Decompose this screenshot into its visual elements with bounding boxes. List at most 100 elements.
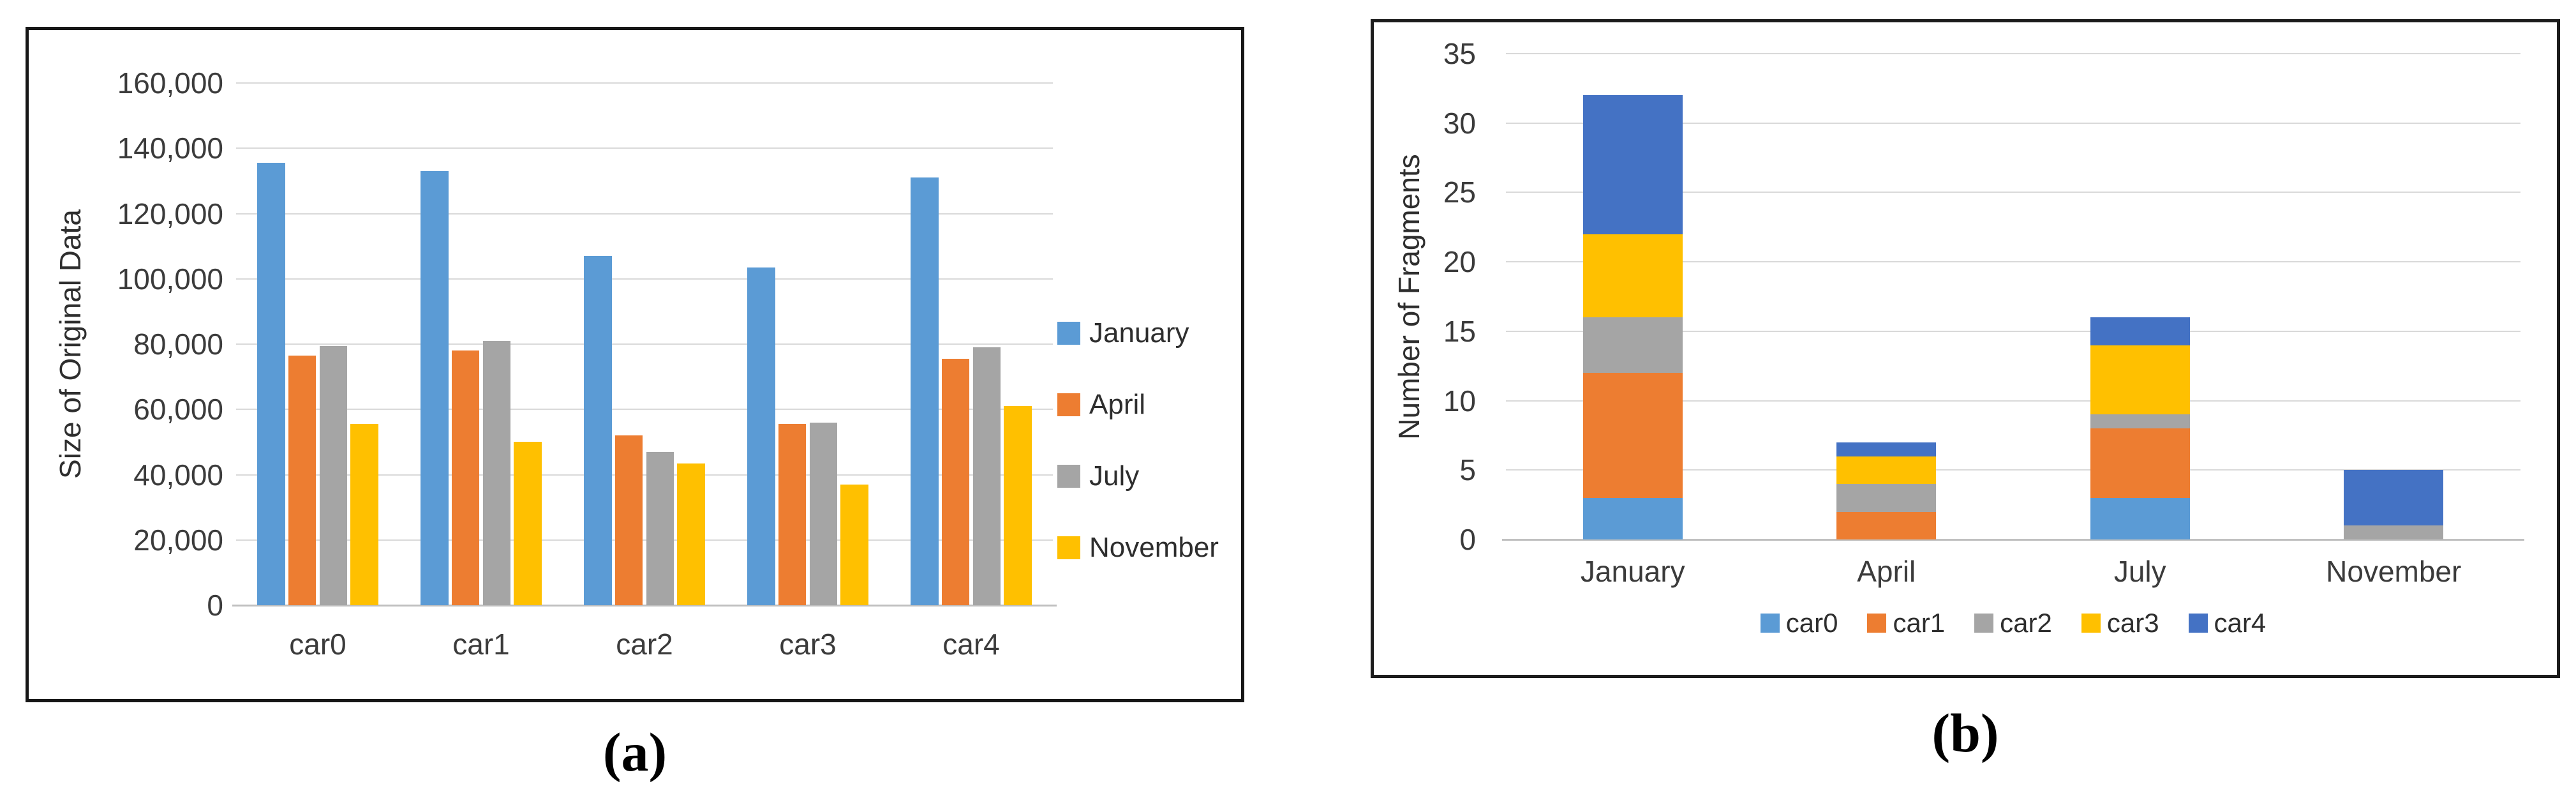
segment-car2-april (1836, 484, 1937, 512)
gridline-5 (1506, 469, 2520, 471)
chart-b-panel: Number of Fragments 0 5 10 15 20 25 30 35 Janua… (1371, 19, 2560, 678)
gridline-30 (1506, 122, 2520, 124)
bar-april-car2 (614, 435, 643, 605)
legend-item-car4: car4 (2188, 608, 2267, 638)
bar-april-car0 (288, 355, 316, 605)
y-tick-label: 40,000 (133, 458, 223, 492)
segment-car4-july (2090, 317, 2190, 345)
segment-car4-november (2344, 470, 2444, 526)
y-tick-label: 120,000 (117, 197, 223, 230)
bar-july-car1 (482, 340, 511, 605)
bar-january-car3 (747, 267, 775, 605)
bar-november-car1 (514, 442, 542, 605)
gridline-20,000 (236, 539, 1053, 541)
gridline-120,000 (236, 213, 1053, 215)
x-axis-line (1502, 539, 2524, 541)
gridline-20 (1506, 261, 2520, 263)
legend-label: car4 (2214, 608, 2267, 638)
gridline-160,000 (236, 82, 1053, 84)
chart-a-plot-area (232, 82, 1057, 606)
legend-item-car2: car2 (1974, 608, 2052, 638)
bar-july-car3 (809, 422, 838, 605)
gridline-35 (1506, 53, 2520, 54)
y-tick-label: 60,000 (133, 393, 223, 426)
legend-label: car3 (2106, 608, 2159, 638)
gridline-140,000 (236, 147, 1053, 149)
legend-label: car2 (2000, 608, 2052, 638)
bar-january-car1 (421, 171, 449, 605)
segment-car4-january (1582, 95, 1683, 234)
legend-label: April (1089, 389, 1146, 420)
segment-car2-july (2090, 414, 2190, 429)
y-tick-label: 100,000 (117, 262, 223, 296)
bar-november-car2 (677, 463, 705, 605)
bar-november-car3 (840, 484, 868, 605)
legend-item-november: November (1057, 532, 1219, 563)
x-axis-line (232, 605, 1057, 606)
y-tick-label: 10 (1443, 384, 1476, 418)
y-tick-label: 80,000 (133, 328, 223, 361)
segment-car1-january (1582, 373, 1683, 498)
gridline-100,000 (236, 278, 1053, 280)
y-tick-label: 140,000 (117, 132, 223, 165)
bar-july-car4 (972, 347, 1001, 605)
x-label-july: July (2113, 555, 2166, 588)
bar-april-car3 (778, 424, 807, 605)
legend-label: January (1089, 317, 1189, 349)
legend-label: car0 (1785, 608, 1838, 638)
bar-november-car4 (1004, 406, 1032, 605)
x-label-car0: car0 (289, 628, 346, 661)
segment-car1-july (2090, 428, 2190, 498)
bar-april-car4 (941, 359, 970, 605)
legend-swatch-car2 (1974, 614, 1994, 633)
legend-label: November (1089, 532, 1219, 563)
bar-january-car4 (911, 177, 939, 605)
legend-item-january: January (1057, 317, 1219, 349)
caption-a: (a) (602, 721, 667, 783)
bar-july-car0 (319, 345, 348, 605)
bar-april-car1 (451, 350, 480, 605)
chart-b-legend: car0 car1 car2 car3 car4 (1506, 608, 2520, 638)
gridline-80,000 (236, 343, 1053, 345)
legend-item-car3: car3 (2081, 608, 2159, 638)
gridline-40,000 (236, 474, 1053, 476)
legend-swatch-car0 (1760, 614, 1780, 633)
segment-car2-november (2344, 525, 2444, 539)
y-tick-label: 0 (1459, 523, 1476, 556)
legend-swatch-april (1057, 393, 1080, 416)
segment-car3-july (2090, 345, 2190, 415)
y-tick-label: 15 (1443, 314, 1476, 348)
segment-car4-april (1836, 442, 1937, 456)
gridline-25 (1506, 192, 2520, 193)
gridline-15 (1506, 330, 2520, 332)
segment-car3-january (1582, 234, 1683, 318)
legend-swatch-january (1057, 322, 1080, 345)
caption-b: (b) (1932, 702, 1999, 764)
bar-july-car2 (646, 451, 674, 605)
chart-a-panel: Size of Original Data 0 20,000 40,000 60,00… (26, 27, 1244, 702)
chart-a-legend: January April July November (1057, 317, 1219, 563)
chart-b-plot-area (1502, 53, 2524, 541)
legend-swatch-november (1057, 536, 1080, 559)
bar-november-car0 (350, 424, 378, 605)
y-tick-label: 0 (207, 589, 223, 622)
gridline-60,000 (236, 409, 1053, 411)
y-tick-label: 20,000 (133, 523, 223, 557)
legend-swatch-car4 (2188, 614, 2208, 633)
x-label-january: January (1580, 555, 1685, 588)
segment-car2-january (1582, 317, 1683, 373)
y-tick-label: 5 (1459, 453, 1476, 487)
x-label-car4: car4 (942, 628, 1000, 661)
y-tick-label: 20 (1443, 245, 1476, 279)
legend-item-april: April (1057, 389, 1219, 420)
legend-swatch-july (1057, 465, 1080, 488)
segment-car3-april (1836, 456, 1937, 485)
legend-item-july: July (1057, 460, 1219, 492)
gridline-10 (1506, 400, 2520, 402)
legend-swatch-car1 (1867, 614, 1887, 633)
x-label-car1: car1 (452, 628, 510, 661)
bar-january-car2 (584, 255, 612, 605)
y-tick-label: 30 (1443, 106, 1476, 140)
segment-car0-july (2090, 497, 2190, 539)
segment-car1-april (1836, 511, 1937, 539)
